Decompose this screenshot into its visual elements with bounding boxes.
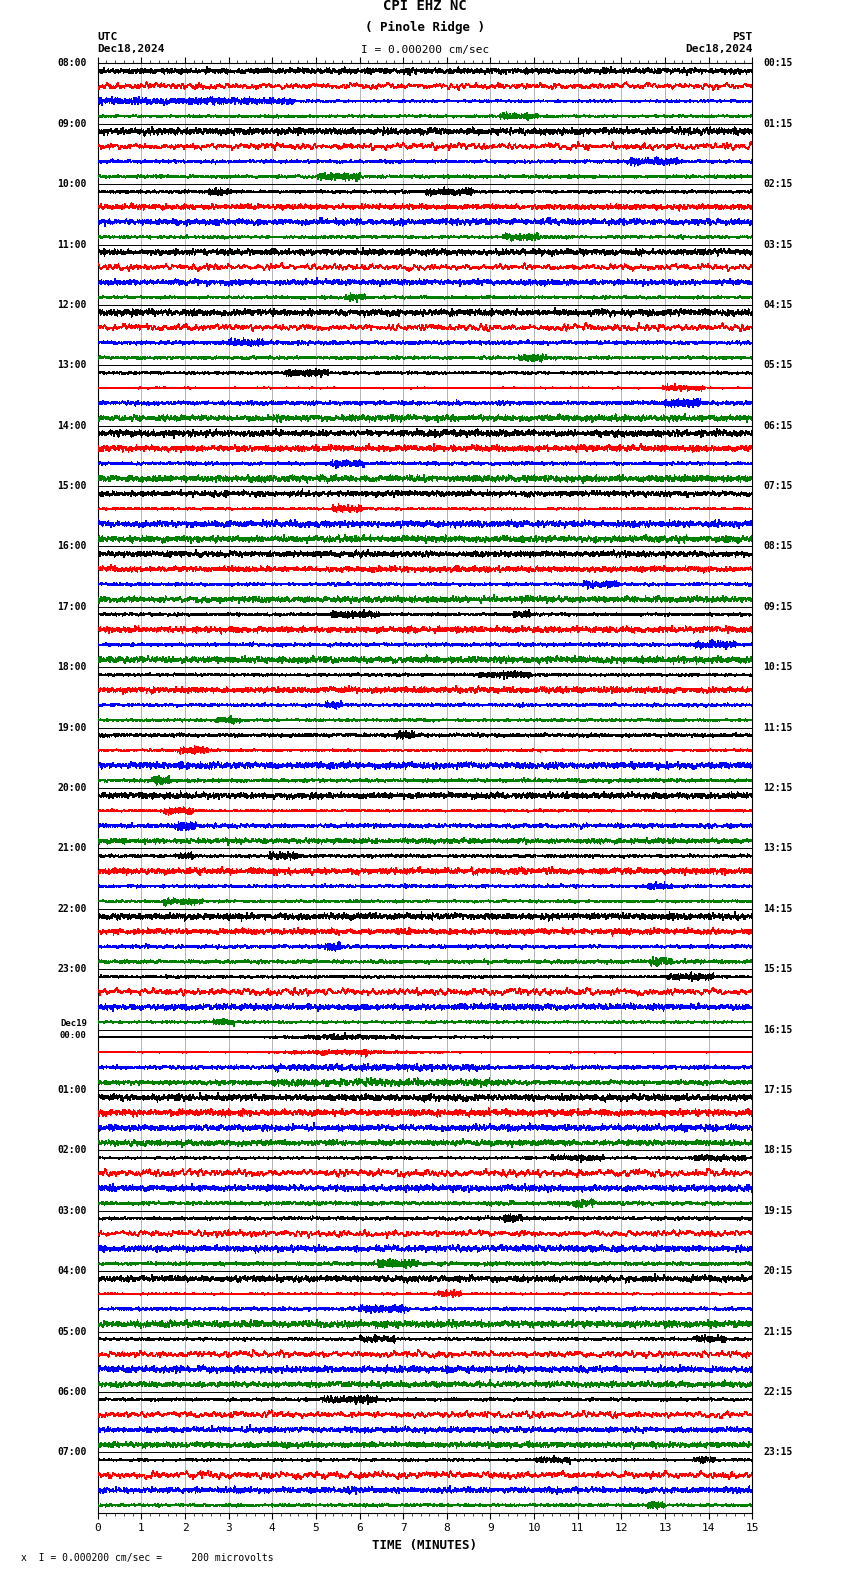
Text: PST: PST [732,32,752,41]
Text: 14:00: 14:00 [58,421,87,431]
Text: I = 0.000200 cm/sec: I = 0.000200 cm/sec [361,44,489,55]
Text: x  I = 0.000200 cm/sec =     200 microvolts: x I = 0.000200 cm/sec = 200 microvolts [21,1554,274,1563]
Text: 23:15: 23:15 [763,1448,792,1457]
Text: 08:15: 08:15 [763,542,792,551]
Text: 03:00: 03:00 [58,1205,87,1217]
Text: 20:00: 20:00 [58,782,87,794]
Text: 09:00: 09:00 [58,119,87,128]
Text: 04:00: 04:00 [58,1266,87,1277]
Text: Dec19: Dec19 [60,1019,87,1028]
Text: 15:00: 15:00 [58,482,87,491]
Text: 12:00: 12:00 [58,299,87,310]
Text: 01:15: 01:15 [763,119,792,128]
Text: 21:15: 21:15 [763,1326,792,1337]
Text: 12:15: 12:15 [763,782,792,794]
Text: 16:00: 16:00 [58,542,87,551]
Text: CPI EHZ NC: CPI EHZ NC [383,0,467,13]
Text: 20:15: 20:15 [763,1266,792,1277]
Text: 02:15: 02:15 [763,179,792,188]
Text: 00:00: 00:00 [60,1031,87,1041]
Text: ( Pinole Ridge ): ( Pinole Ridge ) [365,21,485,35]
Text: 13:15: 13:15 [763,843,792,854]
Text: Dec18,2024: Dec18,2024 [685,44,752,54]
Text: 22:00: 22:00 [58,904,87,914]
Text: 19:00: 19:00 [58,722,87,733]
Text: 07:00: 07:00 [58,1448,87,1457]
Text: 19:15: 19:15 [763,1205,792,1217]
Text: 05:00: 05:00 [58,1326,87,1337]
Text: 18:00: 18:00 [58,662,87,672]
X-axis label: TIME (MINUTES): TIME (MINUTES) [372,1538,478,1552]
Text: 13:00: 13:00 [58,360,87,371]
Text: 15:15: 15:15 [763,965,792,974]
Text: 10:15: 10:15 [763,662,792,672]
Text: 11:15: 11:15 [763,722,792,733]
Text: 10:00: 10:00 [58,179,87,188]
Text: 00:15: 00:15 [763,59,792,68]
Text: 01:00: 01:00 [58,1085,87,1095]
Text: 07:15: 07:15 [763,482,792,491]
Text: 05:15: 05:15 [763,360,792,371]
Text: 16:15: 16:15 [763,1025,792,1034]
Text: 06:00: 06:00 [58,1388,87,1397]
Text: 11:00: 11:00 [58,239,87,250]
Text: 14:15: 14:15 [763,904,792,914]
Text: 09:15: 09:15 [763,602,792,611]
Text: 17:15: 17:15 [763,1085,792,1095]
Text: 03:15: 03:15 [763,239,792,250]
Text: Dec18,2024: Dec18,2024 [98,44,165,54]
Text: 22:15: 22:15 [763,1388,792,1397]
Text: 02:00: 02:00 [58,1145,87,1155]
Text: 08:00: 08:00 [58,59,87,68]
Text: 21:00: 21:00 [58,843,87,854]
Text: UTC: UTC [98,32,118,41]
Text: 17:00: 17:00 [58,602,87,611]
Text: 06:15: 06:15 [763,421,792,431]
Text: 18:15: 18:15 [763,1145,792,1155]
Text: 23:00: 23:00 [58,965,87,974]
Text: 04:15: 04:15 [763,299,792,310]
